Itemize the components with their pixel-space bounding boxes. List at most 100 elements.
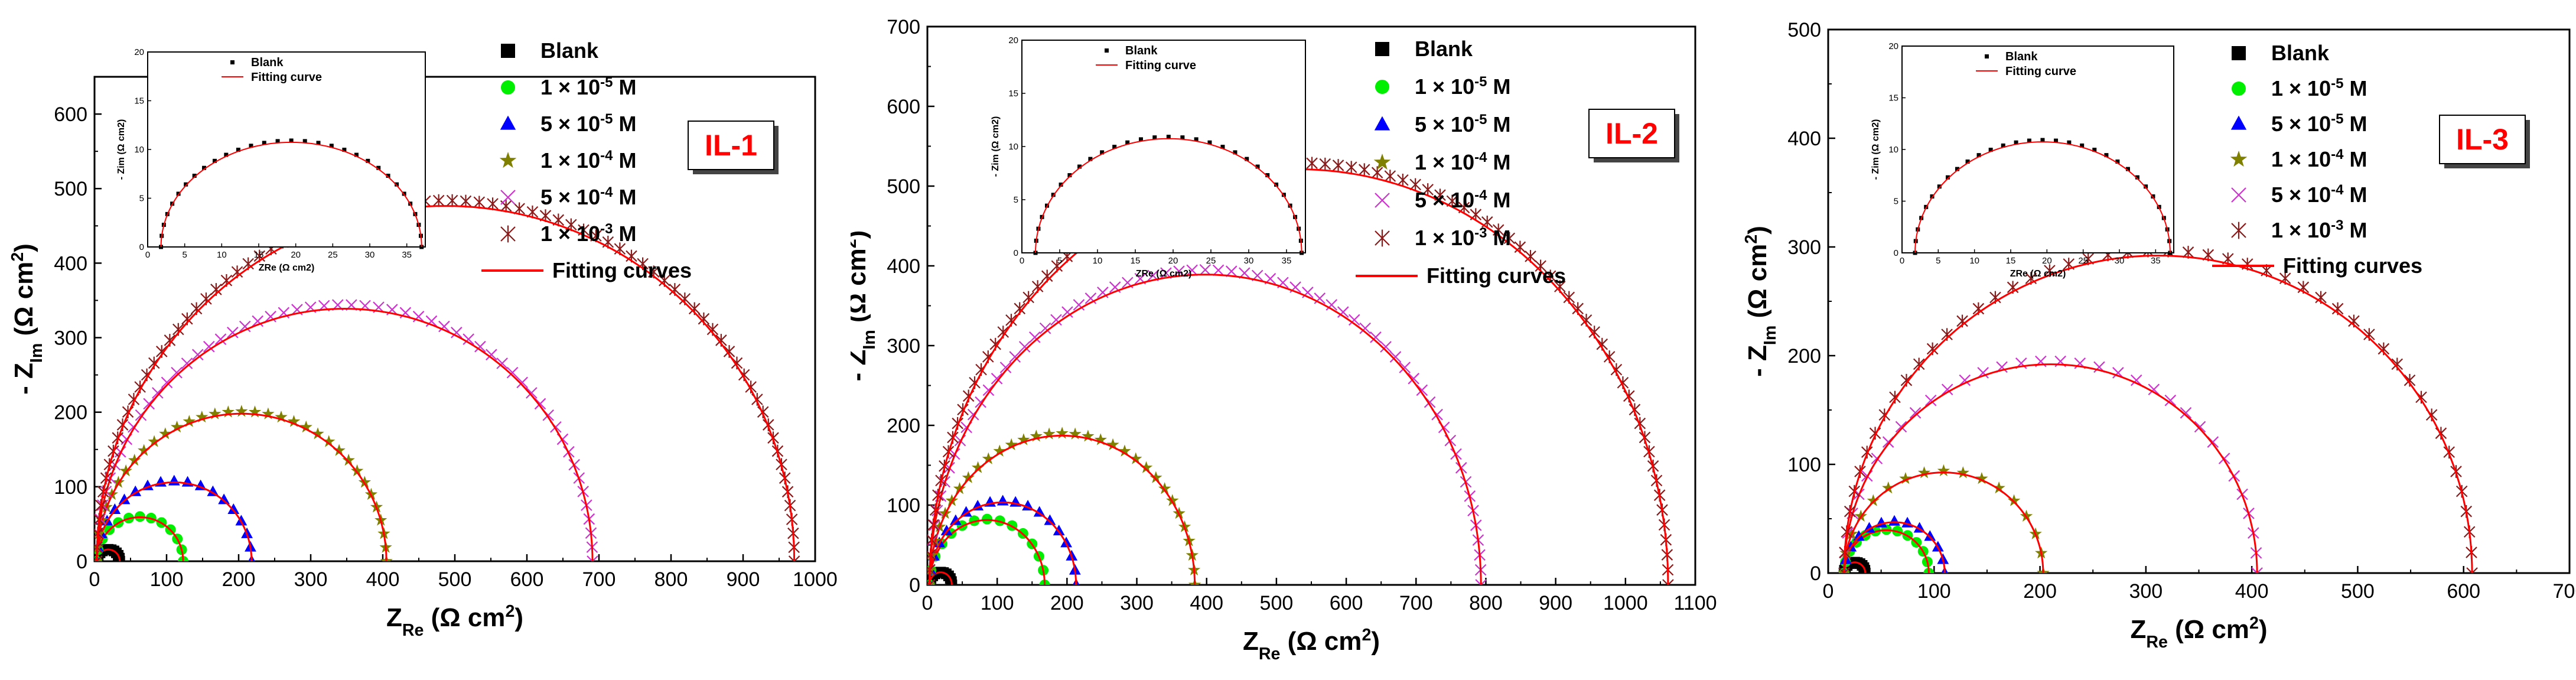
y-tick-label: 200 [54,402,87,424]
inset-x-tick-label: 25 [328,250,338,260]
x-tick-label: 100 [1917,580,1951,603]
data-point [2404,373,2416,387]
x-tick-label: 200 [222,568,256,591]
inset-x-tick-label: 30 [2115,256,2125,266]
inset-data-point [236,148,240,152]
data-point [2007,494,2021,506]
data-point [1082,430,1095,442]
data-point [962,471,975,483]
x-tick-label: 0 [89,568,100,591]
inset-data-point [376,165,381,170]
inset-data-point [249,144,253,148]
nyquist-chart-il-1: 0 100 200 300 400 500 600 700 800 900 100001002003… [8,38,838,640]
data-point [152,387,164,399]
data-point [1941,383,1953,396]
inset-data-point [1233,150,1237,155]
inset-data-point [1976,153,1981,158]
inset-data-point [192,174,197,178]
x-tick-label: 700 [582,568,616,591]
data-point [2130,374,2142,386]
inset-data-point [1152,135,1157,140]
inset-frame [147,51,426,248]
data-point [1199,263,1212,276]
legend-marker [1373,154,1391,170]
inset-data-point [184,182,188,187]
y-tick-label: 0 [909,574,920,597]
data-point [161,376,173,389]
data-point [209,407,222,419]
data-point [203,340,215,353]
data-point [323,435,336,447]
y-tick-label: 600 [54,103,87,126]
legend-marker [1375,80,1389,94]
inset-data-point [1125,140,1130,145]
data-point [183,415,196,427]
data-point [1345,161,1357,174]
inset-y-tick-label: 15 [1888,93,1898,103]
x-tick-label: 300 [1120,592,1154,614]
x-tick-label: 600 [2447,580,2480,603]
inset-legend-blank: Blank [1125,44,1158,57]
x-tick-label: 200 [2023,580,2057,603]
inset-data-point [1245,157,1249,161]
inset-x-tick-label: 25 [2078,256,2088,266]
data-point [265,311,276,323]
data-point [949,514,962,525]
inset-y-tick-label: 5 [1894,197,1898,207]
inset-x-tick-label: 0 [145,250,150,260]
data-point [119,464,132,477]
inset-x-axis-label: ZRe (Ω cm2) [2010,269,2066,279]
data-point [451,327,463,339]
inset-y-axis-label: - Zim (Ω cm2) [991,116,1001,177]
data-point [138,444,151,456]
fit-curve-1 [929,519,1046,585]
inset-data-point [395,182,399,187]
inset-data-point [302,139,307,144]
data-point [1852,530,1865,541]
x-tick-label: 800 [1469,592,1503,614]
data-point [1909,407,1922,419]
x-axis-label: ZRe (Ω cm2) [2131,614,2268,652]
y-tick-label: 100 [1787,454,1821,476]
inset-data-point [2135,175,2139,180]
legend-label: 5 × 10-4 M [1415,187,1510,213]
tag-box [1588,109,1675,158]
data-point [128,453,141,466]
inset-fit-curve [1035,138,1302,253]
data-point [412,311,425,323]
x-tick-label: 0 [1823,580,1834,603]
legend-label: 5 × 10-5 M [1415,112,1510,137]
series-5 [95,194,800,561]
data-point [991,373,1003,385]
inset-data-point [329,144,334,148]
x-tick-label: 400 [1190,592,1223,614]
data-point [1384,170,1396,183]
data-point [248,405,262,418]
data-point [218,493,230,505]
y-axis-label: - ZIm (Ω cm2) [8,243,46,395]
data-point [1326,299,1338,311]
inset-x-tick-label: 30 [365,250,375,260]
legend-label: 1 × 10-3 M [1415,225,1510,250]
data-point [1149,471,1162,483]
inset-x-tick-label: 0 [1900,256,1904,266]
inset-data-point [2104,153,2109,158]
legend-marker [2231,187,2246,203]
x-tick-label: 100 [981,592,1014,614]
inset-data-point [1946,175,1950,180]
inset-data-point [1138,137,1143,142]
x-tick-label: 500 [2341,580,2375,603]
data-point [1030,430,1043,442]
x-tick-label: 600 [1330,592,1363,614]
data-point [463,333,474,345]
data-point [526,387,538,399]
legend-label: 1 × 10-3 M [540,221,636,246]
legend-marker [501,80,515,95]
inset-data-point [1112,145,1117,149]
inset-data-point [1088,157,1093,161]
legend-label: Fitting curves [1427,263,1566,288]
y-tick-label: 400 [887,255,920,278]
data-point [112,476,125,488]
data-point [982,513,993,525]
data-point [1212,264,1225,276]
